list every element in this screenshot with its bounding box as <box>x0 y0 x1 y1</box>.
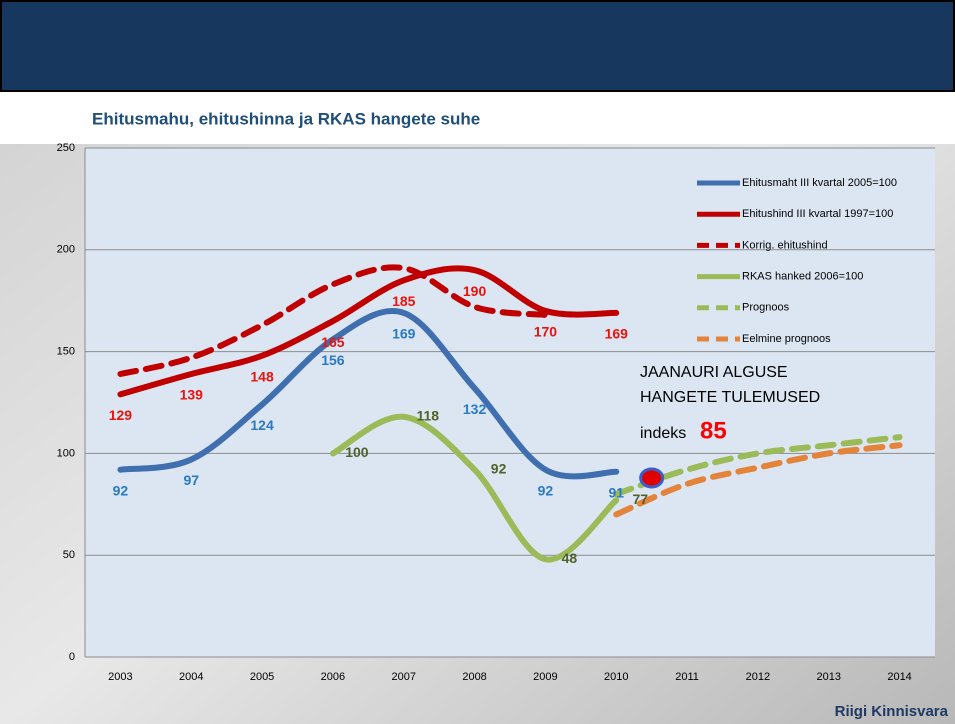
annotation-text: HANGETE TULEMUSED <box>640 389 820 406</box>
x-tick-label: 2013 <box>817 671 841 683</box>
data-label: 118 <box>416 407 439 423</box>
footer-logo: Riigi Kinnisvara <box>835 703 949 720</box>
x-tick-label: 2010 <box>604 671 628 683</box>
data-label: 190 <box>463 283 487 299</box>
data-label: 169 <box>605 326 629 342</box>
y-tick-label: 100 <box>57 447 75 459</box>
legend-label: Korrig. ehitushind <box>742 239 828 251</box>
data-label: 185 <box>392 293 416 309</box>
x-tick-label: 2008 <box>462 671 486 683</box>
data-label: 91 <box>608 484 624 500</box>
data-label: 92 <box>491 460 507 476</box>
x-tick-label: 2003 <box>108 671 132 683</box>
x-tick-label: 2007 <box>392 671 416 683</box>
y-tick-label: 0 <box>69 651 75 663</box>
legend-label: Prognoos <box>742 302 790 314</box>
y-tick-label: 250 <box>57 142 75 154</box>
annotation-text: JAANAURI ALGUSE <box>640 364 788 381</box>
data-label: 92 <box>538 482 554 498</box>
legend-label: RKAS hanked 2006=100 <box>742 271 863 283</box>
data-label: 139 <box>180 387 204 403</box>
annotation-value: 85 <box>700 417 727 444</box>
x-tick-label: 2004 <box>179 671 203 683</box>
data-label: 132 <box>463 401 487 417</box>
chart-title: Ehitusmahu, ehitushinna ja RKAS hangete … <box>92 109 480 128</box>
data-label: 156 <box>321 352 345 368</box>
data-label: 170 <box>534 324 558 340</box>
legend-label: Ehitusmaht III kvartal 2005=100 <box>742 177 897 189</box>
data-label: 100 <box>345 444 369 460</box>
y-tick-label: 50 <box>63 549 75 561</box>
x-tick-label: 2014 <box>887 671 911 683</box>
slide: Ehitusmahu, ehitushinna ja RKAS hangete … <box>0 0 955 724</box>
header-band <box>1 1 954 91</box>
x-tick-label: 2005 <box>250 671 274 683</box>
annotation-marker <box>641 469 663 487</box>
y-tick-label: 150 <box>57 346 75 358</box>
data-label: 129 <box>109 407 133 423</box>
legend-label: Ehitushind III kvartal 1997=100 <box>742 208 893 220</box>
legend-label: Eelmine prognoos <box>742 333 831 345</box>
annotation-prefix: indeks <box>640 425 686 442</box>
y-tick-label: 200 <box>57 244 75 256</box>
data-label: 77 <box>632 491 648 507</box>
data-label: 165 <box>321 334 345 350</box>
x-tick-label: 2009 <box>533 671 557 683</box>
data-label: 48 <box>562 550 578 566</box>
x-tick-label: 2006 <box>321 671 345 683</box>
x-tick-label: 2012 <box>746 671 770 683</box>
data-label: 169 <box>392 326 416 342</box>
data-label: 124 <box>250 417 274 433</box>
data-label: 92 <box>113 482 129 498</box>
data-label: 97 <box>183 472 199 488</box>
x-tick-label: 2011 <box>675 671 699 683</box>
data-label: 148 <box>250 368 274 384</box>
